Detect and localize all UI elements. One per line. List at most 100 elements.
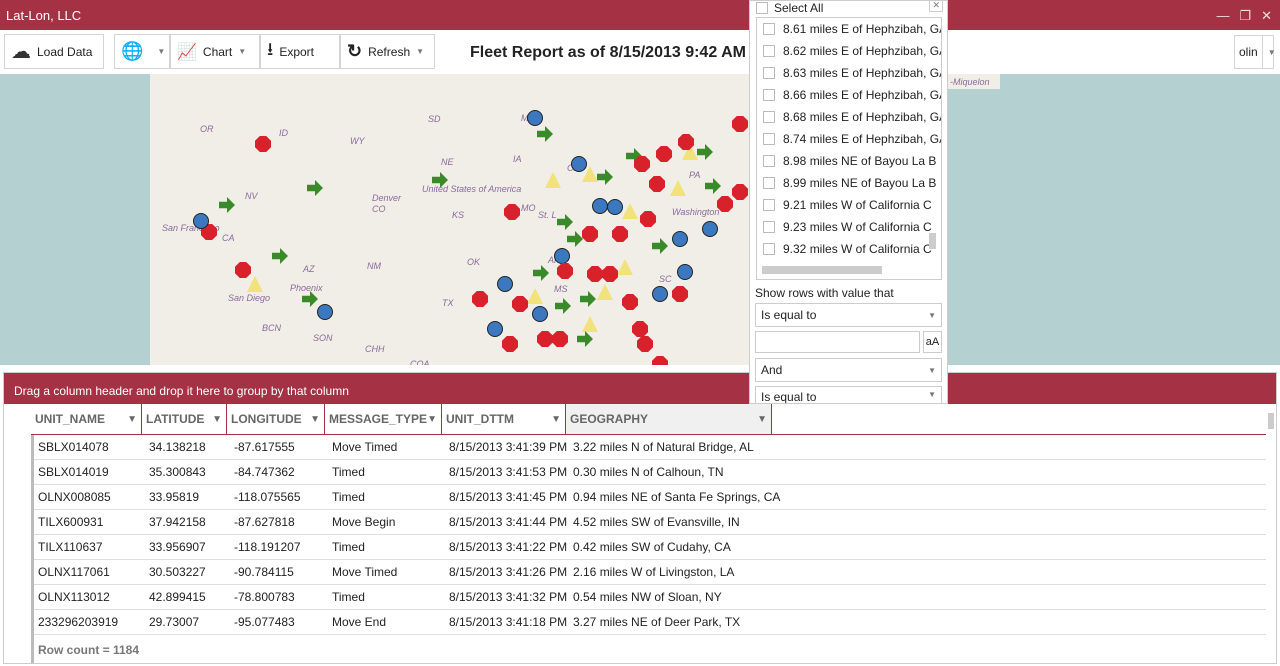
export-button[interactable]: ⭳ Export (260, 34, 340, 69)
map-layer-button[interactable]: 🌐 ▼ (114, 34, 170, 69)
filter-value-item[interactable]: 8.68 miles E of Hephzibah, GA (757, 106, 941, 128)
operator-select-1[interactable]: Is equal to ▼ (755, 303, 942, 327)
filter-icon[interactable]: ▼ (757, 413, 767, 425)
timed-marker-icon[interactable] (672, 231, 688, 247)
close-icon[interactable]: ✕ (1261, 8, 1272, 23)
stopped-marker-icon[interactable] (602, 266, 618, 282)
filter-icon[interactable]: ▼ (212, 413, 222, 425)
chart-button[interactable]: 📈 Chart ▼ (170, 34, 260, 69)
column-header-longitude[interactable]: LONGITUDE ▼ (227, 404, 325, 434)
timed-marker-icon[interactable] (532, 306, 548, 322)
load-data-button[interactable]: ☁ Load Data (4, 34, 104, 69)
timed-marker-icon[interactable] (487, 321, 503, 337)
filter-value-item[interactable]: 9.23 miles W of California C (757, 216, 941, 238)
timed-marker-icon[interactable] (571, 156, 587, 172)
stopped-marker-icon[interactable] (201, 224, 217, 240)
filter-value-input[interactable] (755, 331, 920, 353)
filter-value-item[interactable]: 8.98 miles NE of Bayou La B (757, 150, 941, 172)
checkbox[interactable] (763, 177, 775, 189)
timed-marker-icon[interactable] (607, 199, 623, 215)
column-header-geography[interactable]: GEOGRAPHY ▼ (566, 404, 772, 434)
user-dropdown[interactable]: olin ▼ (1234, 35, 1276, 69)
stopped-marker-icon[interactable] (255, 136, 271, 152)
filter-value-item[interactable]: 8.63 miles E of Hephzibah, GA (757, 62, 941, 84)
stopped-marker-icon[interactable] (717, 196, 733, 212)
stopped-marker-icon[interactable] (502, 336, 518, 352)
vertical-scrollbar[interactable] (929, 233, 936, 249)
checkbox[interactable] (763, 23, 775, 35)
checkbox[interactable] (763, 243, 775, 255)
filter-icon[interactable]: ▼ (427, 413, 437, 425)
refresh-button[interactable]: ↻ Refresh ▼ (340, 34, 435, 69)
filter-icon[interactable]: ▼ (551, 413, 561, 425)
horizontal-scrollbar[interactable] (762, 266, 882, 274)
checkbox[interactable] (763, 89, 775, 101)
close-icon[interactable]: ✕ (929, 0, 943, 12)
filter-value-item[interactable]: 8.62 miles E of Hephzibah, GA (757, 40, 941, 62)
stopped-marker-icon[interactable] (622, 294, 638, 310)
chevron-down-icon[interactable]: ▼ (416, 47, 425, 56)
checkbox[interactable] (763, 111, 775, 123)
stopped-marker-icon[interactable] (678, 134, 694, 150)
chevron-down-icon[interactable]: ▼ (238, 47, 247, 56)
timed-marker-icon[interactable] (554, 248, 570, 264)
table-row[interactable]: 233296203919 29.73007 -95.077483 Move End 8/… (34, 610, 1266, 635)
stopped-marker-icon[interactable] (652, 356, 668, 365)
filter-icon[interactable]: ▼ (310, 413, 320, 425)
column-header-message_type[interactable]: MESSAGE_TYPE ▼ (325, 404, 442, 434)
table-row[interactable]: OLNX113012 42.899415 -78.800783 Timed 8/15/2… (34, 585, 1266, 610)
stopped-marker-icon[interactable] (634, 156, 650, 172)
chevron-down-icon[interactable]: ▼ (157, 47, 166, 56)
stopped-marker-icon[interactable] (537, 331, 553, 347)
stopped-marker-icon[interactable] (587, 266, 603, 282)
timed-marker-icon[interactable] (652, 286, 668, 302)
filter-value-item[interactable]: 9.21 miles W of California C (757, 194, 941, 216)
stopped-marker-icon[interactable] (582, 226, 598, 242)
group-panel[interactable]: Drag a column header and drop it here to… (4, 373, 1276, 404)
logic-select[interactable]: And ▼ (755, 358, 942, 382)
operator-select-2[interactable]: Is equal to ▼ (755, 386, 942, 404)
match-case-button[interactable]: aA (923, 331, 942, 353)
column-header-unit_dttm[interactable]: UNIT_DTTM ▼ (442, 404, 566, 434)
timed-marker-icon[interactable] (317, 304, 333, 320)
checkbox[interactable] (763, 133, 775, 145)
column-header-unit_name[interactable]: UNIT_NAME ▼ (31, 404, 142, 434)
stopped-marker-icon[interactable] (612, 226, 628, 242)
table-row[interactable]: TILX110637 33.956907 -118.191207 Timed 8/15/… (34, 535, 1266, 560)
vertical-scrollbar[interactable] (1268, 413, 1274, 429)
filter-value-item[interactable]: 9.32 miles W of California C (757, 238, 941, 260)
stopped-marker-icon[interactable] (637, 336, 653, 352)
stopped-marker-icon[interactable] (672, 286, 688, 302)
checkbox[interactable] (763, 67, 775, 79)
timed-marker-icon[interactable] (702, 221, 718, 237)
stopped-marker-icon[interactable] (649, 176, 665, 192)
stopped-marker-icon[interactable] (656, 146, 672, 162)
checkbox[interactable] (763, 45, 775, 57)
timed-marker-icon[interactable] (497, 276, 513, 292)
fleet-map[interactable]: OR ID WY NV CA AZ NM CO Denver United States of A… (0, 74, 1280, 365)
filter-value-item[interactable]: 8.66 miles E of Hephzibah, GA (757, 84, 941, 106)
select-all-checkbox[interactable]: Select All (756, 1, 823, 15)
timed-marker-icon[interactable] (193, 213, 209, 229)
table-row[interactable]: OLNX117061 30.503227 -90.784115 Move Timed 8… (34, 560, 1266, 585)
stopped-marker-icon[interactable] (640, 211, 656, 227)
table-row[interactable]: OLNX008085 33.95819 -118.075565 Timed 8/15/2… (34, 485, 1266, 510)
checkbox[interactable] (763, 221, 775, 233)
table-row[interactable]: TILX600931 37.942158 -87.627818 Move Begin 8… (34, 510, 1266, 535)
filter-value-item[interactable]: 8.74 miles E of Hephzibah, GA (757, 128, 941, 150)
filter-value-item[interactable]: 8.61 miles E of Hephzibah, GA (757, 18, 941, 40)
table-row[interactable]: SBLX014019 35.300843 -84.747362 Timed 8/15/2… (34, 460, 1266, 485)
checkbox[interactable] (763, 155, 775, 167)
filter-icon[interactable]: ▼ (127, 413, 137, 425)
stopped-marker-icon[interactable] (235, 262, 251, 278)
minimize-icon[interactable]: — (1216, 8, 1230, 23)
restore-icon[interactable]: ❐ (1239, 8, 1252, 23)
stopped-marker-icon[interactable] (512, 296, 528, 312)
timed-marker-icon[interactable] (677, 264, 693, 280)
stopped-marker-icon[interactable] (732, 116, 748, 132)
stopped-marker-icon[interactable] (557, 263, 573, 279)
stopped-marker-icon[interactable] (732, 184, 748, 200)
checkbox[interactable] (763, 199, 775, 211)
column-header-latitude[interactable]: LATITUDE ▼ (142, 404, 227, 434)
stopped-marker-icon[interactable] (632, 321, 648, 337)
